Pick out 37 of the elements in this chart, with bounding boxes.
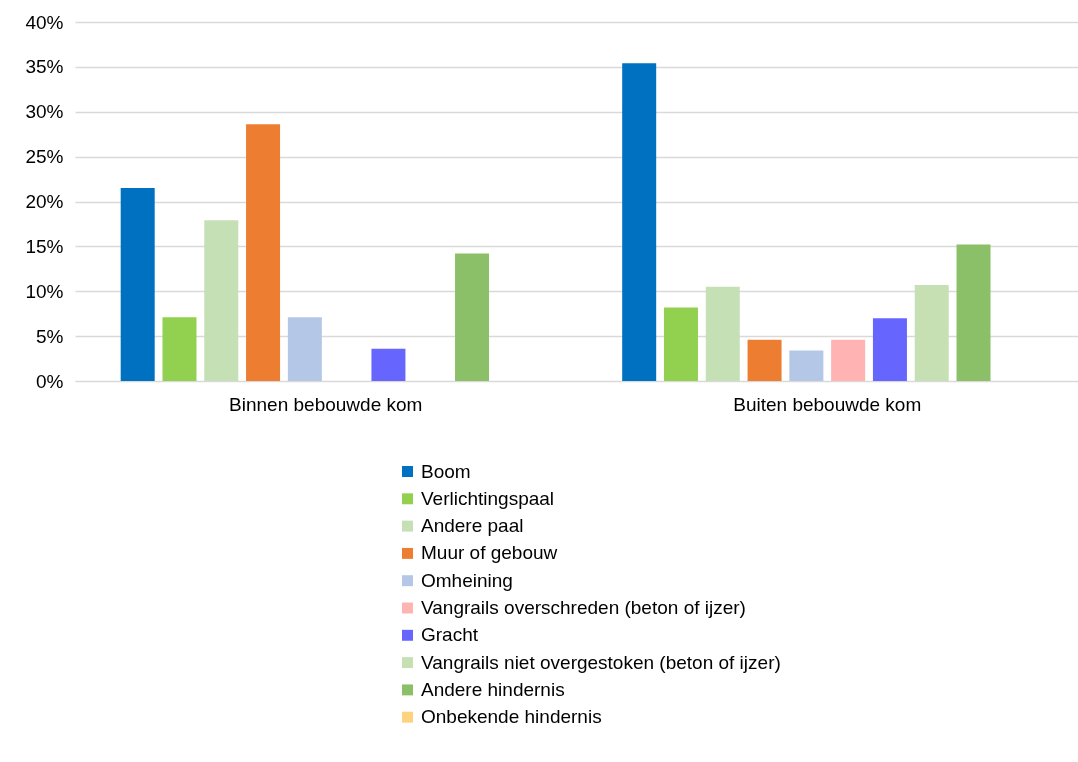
legend-label: Andere paal xyxy=(421,515,524,537)
y-tick-label: 15% xyxy=(25,235,64,257)
y-tick-label: 0% xyxy=(36,370,64,392)
legend-label: Vangrails niet overgestoken (beton of ijzer) xyxy=(421,651,781,673)
y-tick-label: 35% xyxy=(25,56,64,78)
bar xyxy=(455,253,490,381)
bar xyxy=(287,317,322,381)
x-tick-label: Buiten bebouwde kom xyxy=(733,393,922,415)
y-tick-label: 30% xyxy=(25,101,64,123)
bar xyxy=(705,286,740,381)
legend-label: Gracht xyxy=(421,624,479,646)
y-tick-label: 40% xyxy=(25,11,64,33)
bar xyxy=(204,220,239,381)
bar xyxy=(956,244,991,381)
legend-label: Boom xyxy=(421,460,471,482)
bar xyxy=(789,350,824,381)
bar xyxy=(246,124,281,381)
legend-label: Onbekende hindernis xyxy=(421,706,602,728)
bar xyxy=(371,348,406,381)
bar xyxy=(120,188,155,381)
bar xyxy=(622,63,657,381)
legend-label: Verlichtingspaal xyxy=(421,487,555,509)
y-tick-label: 10% xyxy=(25,280,64,302)
y-tick-label: 25% xyxy=(25,146,64,168)
x-tick-label: Binnen bebouwde kom xyxy=(229,393,423,415)
bar xyxy=(872,318,907,381)
y-tick-label: 5% xyxy=(36,325,64,347)
legend-label: Vangrails overschreden (beton of ijzer) xyxy=(421,597,746,618)
legend-label: Muur of gebouw xyxy=(421,542,558,564)
bar xyxy=(914,284,949,381)
bar xyxy=(831,339,866,381)
bar xyxy=(747,339,782,381)
bar xyxy=(162,317,197,381)
legend-label: Omheining xyxy=(421,569,513,591)
legend-label: Andere hindernis xyxy=(421,678,565,700)
bar xyxy=(663,307,698,381)
y-tick-label: 20% xyxy=(25,191,64,212)
